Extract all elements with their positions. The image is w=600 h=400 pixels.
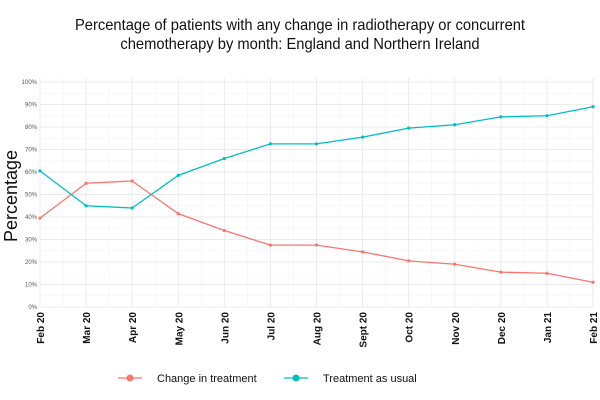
y-tick-label: 0% bbox=[28, 305, 37, 311]
x-tick-label: Mar 20 bbox=[82, 312, 93, 344]
data-point bbox=[130, 206, 134, 210]
x-tick-label: Jul 20 bbox=[266, 312, 277, 341]
data-point bbox=[130, 179, 134, 183]
x-tick-label: Feb 21 bbox=[589, 312, 600, 344]
data-point bbox=[38, 169, 42, 173]
data-point bbox=[314, 243, 319, 247]
data-point bbox=[545, 114, 549, 118]
y-tick-label: 100% bbox=[22, 80, 38, 86]
data-point bbox=[84, 181, 88, 185]
x-tick-label: Oct 20 bbox=[405, 312, 416, 343]
data-point bbox=[268, 243, 273, 247]
x-tick-label: Sept 20 bbox=[359, 312, 370, 348]
data-point bbox=[407, 259, 411, 263]
chart-title: Percentage of patients with any change i… bbox=[24, 16, 576, 54]
data-point bbox=[176, 212, 180, 216]
data-point bbox=[591, 105, 595, 109]
legend-item: Change in treatment bbox=[118, 373, 257, 385]
data-point bbox=[407, 126, 411, 130]
data-point bbox=[499, 270, 503, 274]
data-point bbox=[453, 262, 457, 266]
x-tick-label: Aug 20 bbox=[313, 312, 324, 346]
x-tick-label: Nov 20 bbox=[451, 312, 462, 345]
chart-title-line-1: Percentage of patients with any change i… bbox=[74, 17, 526, 34]
x-tick-label: Apr 20 bbox=[128, 312, 139, 344]
y-axis-ticks: 0% 10% 20% 30% 40% 50% 60% 70% 80% 90% 100% bbox=[22, 80, 38, 311]
x-tick-label: Jan 21 bbox=[543, 312, 554, 344]
legend: Change in treatment Treatment as usual bbox=[118, 373, 417, 385]
y-tick-label: 80% bbox=[25, 125, 38, 131]
x-tick-label: Jun 20 bbox=[220, 312, 231, 344]
x-tick-label: May 20 bbox=[174, 312, 185, 346]
x-tick-label: Dec 20 bbox=[497, 312, 508, 345]
data-point bbox=[360, 250, 365, 254]
grid-lines bbox=[39, 78, 594, 308]
legend-label: Treatment as usual bbox=[323, 373, 417, 385]
y-tick-label: 20% bbox=[25, 260, 38, 266]
data-point bbox=[453, 123, 457, 127]
data-point bbox=[545, 271, 549, 275]
data-point bbox=[38, 216, 42, 220]
data-point bbox=[268, 142, 273, 146]
data-point bbox=[314, 142, 319, 146]
data-point bbox=[499, 115, 503, 119]
y-tick-label: 50% bbox=[25, 193, 38, 199]
data-point bbox=[222, 156, 226, 161]
data-point bbox=[591, 280, 595, 284]
x-axis-ticks: Feb 20 Mar 20 Apr 20 May 20 Jun 20 Jul 20 Aug … bbox=[36, 312, 600, 348]
data-point bbox=[176, 173, 180, 177]
y-tick-label: 90% bbox=[25, 103, 38, 109]
legend-label: Change in treatment bbox=[157, 373, 257, 385]
x-tick-label: Feb 20 bbox=[36, 312, 47, 344]
y-tick-label: 70% bbox=[25, 148, 38, 154]
y-tick-label: 60% bbox=[25, 170, 38, 176]
legend-swatch-point bbox=[292, 374, 300, 382]
y-tick-label: 40% bbox=[25, 215, 38, 221]
data-point bbox=[360, 135, 365, 139]
data-point bbox=[222, 228, 226, 233]
y-tick-label: 30% bbox=[25, 238, 38, 244]
data-point bbox=[84, 204, 88, 208]
y-tick-label: 10% bbox=[25, 283, 38, 289]
legend-swatch-point bbox=[126, 374, 134, 382]
legend-item: Treatment as usual bbox=[284, 373, 417, 385]
chart-title-line-2: chemotherapy by month: England and North… bbox=[120, 36, 480, 53]
series-group bbox=[38, 105, 595, 284]
y-axis-label: Percentage bbox=[1, 150, 21, 242]
